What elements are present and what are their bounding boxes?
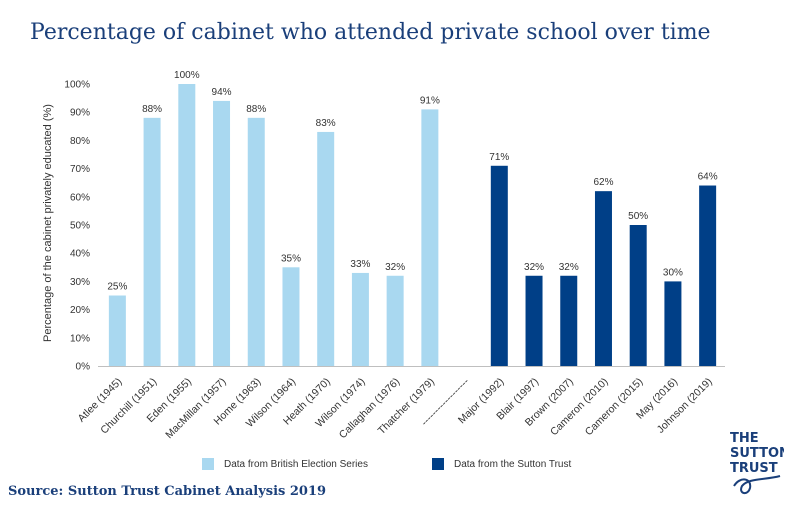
data-label: 25% bbox=[107, 282, 127, 293]
logo-swirl bbox=[733, 475, 781, 494]
source-note: Source: Sutton Trust Cabinet Analysis 20… bbox=[8, 484, 327, 499]
bar bbox=[282, 267, 300, 366]
legend-swatch-st bbox=[432, 458, 444, 470]
bar bbox=[143, 117, 161, 366]
legend-item-bes: Data from British Election Series bbox=[202, 458, 368, 470]
y-tick-label: 30% bbox=[70, 277, 90, 288]
logo-line-2: SUTTON bbox=[730, 446, 784, 461]
y-tick-label: 50% bbox=[70, 221, 90, 232]
y-tick-label: 60% bbox=[70, 192, 90, 203]
legend-label-st: Data from the Sutton Trust bbox=[454, 458, 572, 470]
data-label: 32% bbox=[559, 262, 579, 273]
data-label: 100% bbox=[174, 70, 200, 81]
y-tick-label: 20% bbox=[70, 305, 90, 316]
y-tick-label: 100% bbox=[64, 80, 90, 91]
data-label: 94% bbox=[212, 87, 232, 98]
sutton-trust-logo: THE SUTTON TRUST bbox=[730, 431, 784, 494]
x-tick-label: Callaghan (1976) bbox=[337, 376, 402, 441]
legend-swatch-bes bbox=[202, 458, 214, 470]
y-tick-label: 90% bbox=[70, 108, 90, 119]
legend-item-st: Data from the Sutton Trust bbox=[432, 458, 571, 470]
bar bbox=[247, 117, 265, 366]
y-axis-label: Percentage of the cabinet privately educ… bbox=[42, 104, 54, 342]
bar bbox=[351, 272, 369, 366]
y-tick-label: 80% bbox=[70, 136, 90, 147]
chart-title: Percentage of cabinet who attended priva… bbox=[30, 20, 711, 45]
x-tick-label: MacMillan (1957) bbox=[163, 376, 228, 441]
data-label: 33% bbox=[350, 259, 370, 270]
bar bbox=[213, 100, 231, 367]
data-label: 62% bbox=[593, 177, 613, 188]
y-tick-label: 70% bbox=[70, 164, 90, 175]
bar bbox=[525, 275, 543, 366]
bar bbox=[664, 281, 682, 366]
data-label: 32% bbox=[524, 262, 544, 273]
y-tick-label: 40% bbox=[70, 249, 90, 260]
bar bbox=[317, 131, 335, 366]
data-label: 35% bbox=[281, 253, 301, 264]
bar bbox=[629, 225, 647, 366]
data-label: 64% bbox=[698, 172, 718, 183]
legend-label-bes: Data from British Election Series bbox=[224, 458, 368, 470]
logo-line-3: TRUST bbox=[730, 461, 778, 476]
y-tick-label: 10% bbox=[70, 333, 90, 344]
data-label: 88% bbox=[142, 104, 162, 115]
bar bbox=[386, 275, 404, 366]
bar bbox=[490, 165, 508, 366]
bar bbox=[560, 275, 578, 366]
data-label: 50% bbox=[628, 211, 648, 222]
bar bbox=[421, 109, 439, 366]
data-label: 30% bbox=[663, 267, 683, 278]
data-label: 32% bbox=[385, 262, 405, 273]
data-label: 71% bbox=[489, 152, 509, 163]
bar bbox=[594, 191, 612, 366]
bar bbox=[178, 84, 196, 366]
data-label: 91% bbox=[420, 95, 440, 106]
bar bbox=[699, 185, 717, 366]
data-label: 83% bbox=[316, 118, 336, 129]
bar bbox=[108, 295, 126, 366]
logo-line-1: THE bbox=[730, 431, 759, 446]
y-tick-label: 0% bbox=[76, 362, 91, 373]
data-label: 88% bbox=[246, 104, 266, 115]
